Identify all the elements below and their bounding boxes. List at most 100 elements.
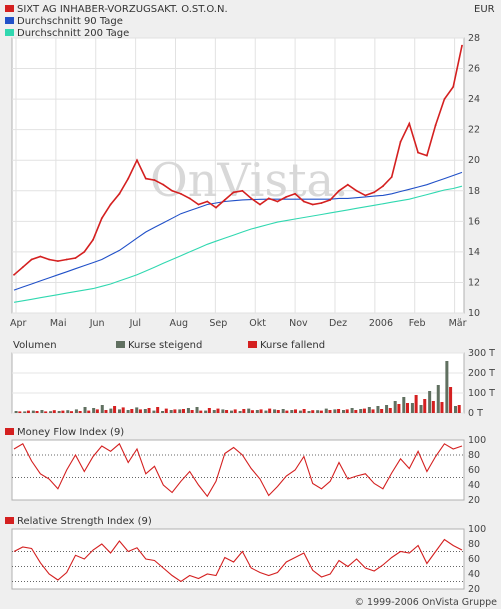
volume-up-label: Kurse steigend [128, 340, 202, 351]
price-x-tick-label: Jul [129, 318, 141, 329]
volume-bar-up [49, 411, 53, 413]
volume-bar-down [354, 410, 358, 413]
rsi-panel: Relative Strength Index (9) 20 40 60 80 100 [5, 516, 486, 595]
volume-bar-down [285, 410, 289, 413]
volume-bar-up [14, 411, 18, 413]
volume-bar-down [113, 406, 117, 413]
price-point [320, 202, 323, 204]
volume-bar-down [190, 410, 194, 413]
price-point [83, 250, 86, 253]
price-point [311, 203, 314, 206]
price-point [399, 140, 402, 143]
rsi-title: Relative Strength Index (9) [17, 516, 152, 527]
price-y-tick-labels: 10 12 14 16 18 20 22 24 26 28 [468, 33, 480, 319]
volume-bar-down [371, 409, 375, 413]
price-point [39, 255, 42, 258]
volume-bar-up [238, 411, 242, 413]
volume-bar-up [324, 408, 328, 413]
price-point [206, 200, 209, 203]
mfi-y-tick-label: 20 [468, 495, 480, 506]
price-plot-area [11, 37, 465, 314]
volume-bar-down [414, 395, 418, 413]
price-point [250, 197, 253, 200]
volume-bar-up [453, 406, 457, 413]
volume-bar-up [92, 408, 96, 413]
price-point [373, 191, 376, 194]
legend-avg200-swatch [5, 29, 14, 36]
volume-bar-up [273, 409, 277, 413]
volume-bar-down [182, 409, 186, 413]
rsi-y-tick-label: 60 [468, 554, 480, 565]
avg90-line [13, 171, 463, 291]
volume-bar-down [406, 403, 410, 413]
volume-bar-down [156, 407, 160, 413]
volume-bar-up [290, 410, 294, 413]
price-point [364, 194, 367, 197]
volume-bar-down [199, 410, 203, 413]
volume-bar-down [44, 411, 48, 413]
volume-bar-down [259, 409, 263, 413]
volume-bar-down [268, 408, 272, 413]
price-point [355, 189, 358, 192]
copyright: © 1999-2006 OnVista Gruppe [355, 597, 498, 608]
price-y-tick-label: 16 [468, 216, 480, 227]
price-x-tick-label: Dez [329, 318, 347, 329]
legend-price-swatch [5, 5, 14, 12]
price-point [452, 85, 455, 88]
price-point [118, 192, 121, 195]
rsi-y-tick-label: 40 [468, 569, 480, 580]
volume-bar-up [247, 408, 251, 413]
volume-y-tick-label: 200 T [468, 368, 495, 379]
volume-bar-down [362, 408, 366, 413]
volume-y-tick-label: 100 T [468, 388, 495, 399]
volume-bar-up [100, 405, 104, 413]
volume-bar-down [457, 405, 461, 413]
price-point [408, 122, 411, 125]
price-y-tick-label: 18 [468, 186, 480, 197]
volume-bar-down [388, 408, 392, 413]
volume-bar-up [31, 410, 35, 413]
volume-bar-down [173, 409, 177, 413]
rsi-plot-area [11, 528, 465, 590]
volume-bar-up [436, 385, 440, 413]
volume-y-tick-labels: 0 T 100 T 200 T 300 T [468, 348, 495, 419]
volume-bar-down [294, 409, 298, 413]
price-y-tick-label: 24 [468, 94, 480, 105]
price-point [425, 154, 428, 157]
price-point [259, 203, 261, 206]
mfi-y-tick-labels: 20 40 60 80 100 [468, 435, 486, 506]
volume-bar-down [61, 410, 65, 413]
price-point [144, 177, 147, 180]
rsi-line [13, 538, 463, 583]
mfi-y-tick-label: 40 [468, 480, 480, 491]
mfi-title: Money Flow Index (9) [17, 427, 124, 438]
price-x-tick-label: Sep [209, 318, 227, 329]
volume-bar-down [449, 387, 453, 413]
volume-bar-down [52, 410, 56, 413]
mfi-line [13, 442, 463, 498]
price-y-tick-label: 28 [468, 33, 480, 44]
price-x-tick-label: Mai [50, 318, 67, 329]
price-x-tick-label: Nov [289, 318, 308, 329]
price-point [13, 273, 15, 276]
rsi-y-tick-label: 80 [468, 539, 480, 550]
legend-price-label: SIXT AG INHABER-VORZUGSAKT. O.ST.O.N. [17, 4, 228, 15]
price-point [188, 197, 191, 200]
volume-bar-up [74, 409, 78, 413]
price-point [267, 197, 270, 200]
price-y-tick-label: 10 [468, 308, 480, 319]
mfi-grid [12, 454, 464, 478]
price-point [461, 44, 463, 47]
volume-bar-up [66, 410, 70, 413]
price-point [223, 199, 226, 201]
price-point [294, 192, 296, 195]
volume-bar-up [341, 410, 345, 413]
volume-bar-up [152, 410, 156, 413]
volume-bar-up [316, 410, 320, 413]
price-line [13, 45, 463, 276]
volume-bar-up [169, 410, 173, 413]
rsi-y-tick-label: 100 [468, 524, 486, 535]
volume-bar-up [333, 409, 337, 413]
volume-y-tick-label: 300 T [468, 348, 495, 359]
